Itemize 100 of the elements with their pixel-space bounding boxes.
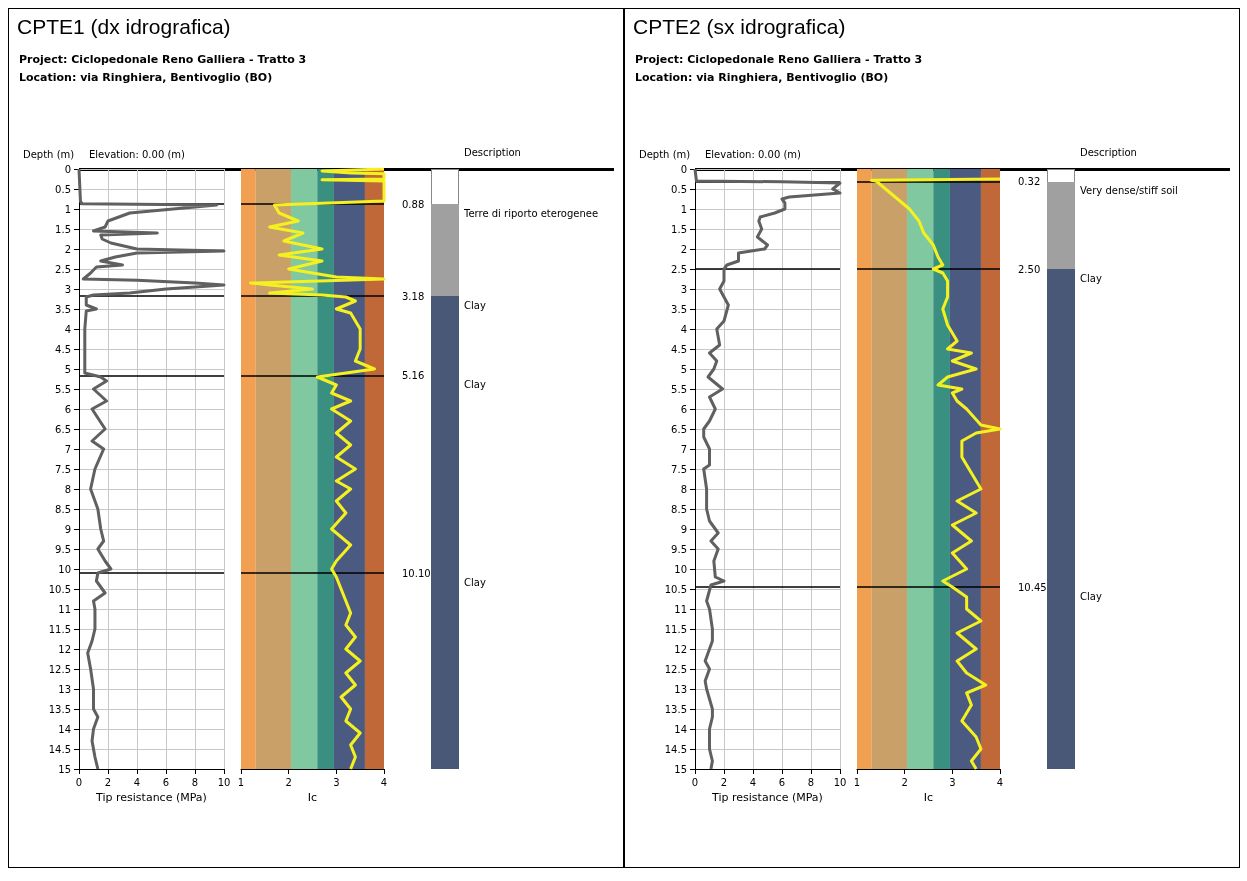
y-tick-label: 10.5 xyxy=(48,583,71,595)
x-tick-label: 3 xyxy=(333,776,340,788)
y-tick-label: 6.5 xyxy=(671,423,687,435)
x-tick-label: 10 xyxy=(217,776,231,788)
y-tick-label: 4 xyxy=(680,323,687,335)
chart-title: CPTE1 (dx idrografica) xyxy=(17,15,231,39)
y-tick-label: 8.5 xyxy=(55,503,71,515)
y-tick-label: 0 xyxy=(64,163,71,175)
y-tick-label: 1.5 xyxy=(55,223,71,235)
x-tick-label: 8 xyxy=(807,776,815,788)
x-tick-label: 3 xyxy=(949,776,956,788)
y-tick-label: 2.5 xyxy=(55,263,71,275)
y-tick-label: 8 xyxy=(64,483,71,495)
x-axis-title: Tip resistance (MPa) xyxy=(711,790,823,804)
y-tick-label: 12 xyxy=(58,643,71,655)
y-tick-label: 13.5 xyxy=(664,703,687,715)
y-tick-label: 0.5 xyxy=(671,183,687,195)
y-tick-label: 0.5 xyxy=(55,183,71,195)
x-tick-label: 10 xyxy=(833,776,847,788)
text: Clay xyxy=(464,299,486,311)
y-tick-label: 15 xyxy=(674,763,687,775)
y-tick-label: 4 xyxy=(64,323,71,335)
y-tick-label: 5 xyxy=(680,363,687,375)
x-tick-label: 4 xyxy=(749,776,757,788)
y-tick-label: 3.5 xyxy=(671,303,687,315)
ref-line-label: 10.10 xyxy=(402,567,431,579)
text: Clay xyxy=(464,576,486,588)
y-tick-label: 7 xyxy=(680,443,687,455)
y-tick-label: 4.5 xyxy=(55,343,71,355)
y-tick-label: 10.5 xyxy=(664,583,687,595)
y-tick-label: 11 xyxy=(58,603,71,615)
text: Location: via Ringhiera, Bentivoglio (BO) xyxy=(19,71,273,84)
x-tick-label: 4 xyxy=(380,776,388,788)
text: Elevation: 0.00 (m) xyxy=(705,148,802,160)
x-tick-label: 6 xyxy=(778,776,786,788)
y-tick-label: 4.5 xyxy=(671,343,687,355)
y-tick-label: 6 xyxy=(680,403,687,415)
text: Clay xyxy=(1080,272,1102,284)
y-axis-title: Depth (m) xyxy=(639,148,691,160)
x-tick-label: 6 xyxy=(162,776,170,788)
y-tick-label: 14.5 xyxy=(48,743,71,755)
chart-subtitle: Project: Ciclopedonale Reno Galliera - Tratto 3 xyxy=(19,53,307,66)
chart-title: CPTE2 (sx idrografica) xyxy=(633,15,846,39)
text: Location: via Ringhiera, Bentivoglio (BO) xyxy=(635,71,889,84)
ref-line-label: 10.45 xyxy=(1018,581,1047,593)
y-tick-label: 9 xyxy=(64,523,71,535)
x-tick-label: 2 xyxy=(901,776,908,788)
text: Elevation: 0.00 (m) xyxy=(89,148,186,160)
x-tick-label: 4 xyxy=(133,776,141,788)
y-tick-label: 3 xyxy=(680,283,687,295)
y-tick-label: 8 xyxy=(680,483,687,495)
y-tick-label: 0 xyxy=(680,163,687,175)
x-tick-label: 2 xyxy=(104,776,112,788)
y-tick-label: 14 xyxy=(58,723,71,735)
text: Description xyxy=(1080,146,1137,158)
y-tick-label: 2 xyxy=(680,243,687,255)
y-tick-label: 5.5 xyxy=(671,383,687,395)
text: Clay xyxy=(1080,590,1102,602)
x-axis-title: Tip resistance (MPa) xyxy=(95,790,207,804)
x-tick-label: 1 xyxy=(237,776,245,788)
x-tick-label: 4 xyxy=(996,776,1004,788)
y-tick-label: 6 xyxy=(64,403,71,415)
y-tick-label: 13.5 xyxy=(48,703,71,715)
ref-line-label: 0.32 xyxy=(1018,176,1041,188)
y-tick-label: 7 xyxy=(64,443,71,455)
y-tick-label: 9.5 xyxy=(671,543,687,555)
y-tick-label: 1 xyxy=(680,203,687,215)
x-tick-label: 2 xyxy=(285,776,292,788)
y-tick-label: 3 xyxy=(64,283,71,295)
x-axis-title: Ic xyxy=(307,790,318,804)
y-tick-label: 6.5 xyxy=(55,423,71,435)
y-tick-label: 9.5 xyxy=(55,543,71,555)
y-tick-label: 12 xyxy=(674,643,687,655)
y-tick-label: 5.5 xyxy=(55,383,71,395)
chart-subtitle: Project: Ciclopedonale Reno Galliera - Tratto 3 xyxy=(635,53,923,66)
y-tick-label: 2 xyxy=(64,243,71,255)
y-tick-label: 12.5 xyxy=(664,663,687,675)
text: Terre di riporto eterogenee xyxy=(463,207,599,219)
y-tick-label: 2.5 xyxy=(671,263,687,275)
y-tick-label: 15 xyxy=(58,763,71,775)
y-tick-label: 11 xyxy=(674,603,687,615)
ref-line-label: 5.16 xyxy=(402,369,425,381)
x-tick-label: 8 xyxy=(191,776,199,788)
x-tick-label: 0 xyxy=(691,776,699,788)
x-tick-label: 0 xyxy=(75,776,83,788)
y-tick-label: 8.5 xyxy=(671,503,687,515)
text: Clay xyxy=(464,378,486,390)
y-tick-label: 13 xyxy=(58,683,71,695)
ref-line-label: 0.88 xyxy=(402,198,425,210)
text: Very dense/stiff soil xyxy=(1080,185,1178,197)
y-tick-label: 9 xyxy=(680,523,687,535)
y-tick-label: 11.5 xyxy=(664,623,687,635)
y-tick-label: 14 xyxy=(674,723,687,735)
y-tick-label: 14.5 xyxy=(664,743,687,755)
text: Description xyxy=(464,146,521,158)
y-tick-label: 1 xyxy=(64,203,71,215)
ref-line-label: 3.18 xyxy=(402,290,425,302)
y-tick-label: 12.5 xyxy=(48,663,71,675)
x-tick-label: 2 xyxy=(720,776,728,788)
y-tick-label: 10 xyxy=(674,563,687,575)
